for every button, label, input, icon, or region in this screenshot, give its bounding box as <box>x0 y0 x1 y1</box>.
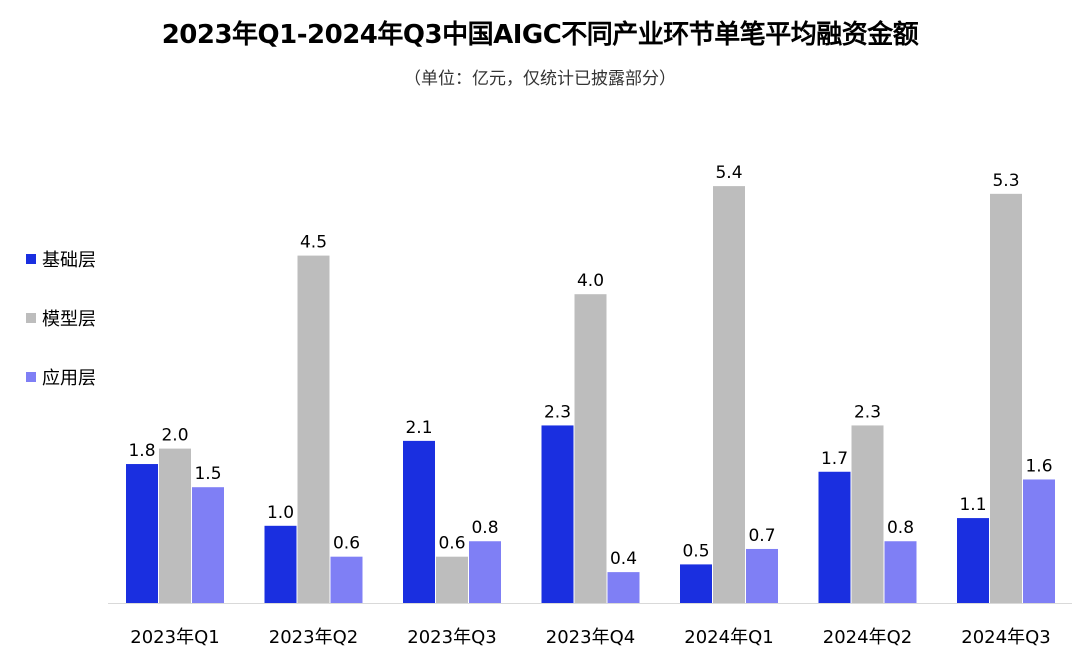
data-label-model-5: 2.3 <box>854 402 881 422</box>
x-tick-label-1: 2023年Q2 <box>269 627 358 648</box>
legend: 基础层 模型层 应用层 <box>26 244 96 421</box>
bar-app-2 <box>469 541 501 603</box>
data-label-model-1: 4.5 <box>300 233 327 253</box>
data-label-base-3: 2.3 <box>544 402 571 422</box>
bar-model-0 <box>159 448 191 603</box>
data-label-app-2: 0.8 <box>471 518 498 538</box>
bar-base-0 <box>126 464 158 603</box>
legend-label-model: 模型层 <box>42 309 96 330</box>
legend-label-base: 基础层 <box>42 250 96 271</box>
bar-app-5 <box>884 541 917 603</box>
data-label-app-5: 0.8 <box>887 518 914 538</box>
data-label-base-2: 2.1 <box>405 418 432 438</box>
bar-app-3 <box>607 572 640 603</box>
data-label-base-5: 1.7 <box>821 449 848 469</box>
bar-app-4 <box>746 548 778 603</box>
legend-item-base: 基础层 <box>26 244 96 274</box>
data-label-app-6: 1.6 <box>1025 456 1052 476</box>
x-tick-label-4: 2024年Q1 <box>684 627 773 648</box>
x-tick-label-0: 2023年Q1 <box>130 627 219 648</box>
legend-swatch-app <box>26 372 36 382</box>
bar-base-1 <box>264 525 297 603</box>
data-label-base-1: 1.0 <box>267 503 294 523</box>
bar-base-2 <box>403 440 435 603</box>
data-label-app-4: 0.7 <box>748 526 775 546</box>
x-tick-label-3: 2023年Q4 <box>546 627 635 648</box>
legend-swatch-model <box>26 313 36 323</box>
bar-base-5 <box>818 471 851 603</box>
data-label-model-6: 5.3 <box>992 171 1019 191</box>
x-tick-label-6: 2024年Q3 <box>961 627 1050 648</box>
bar-model-1 <box>297 255 330 603</box>
legend-label-app: 应用层 <box>42 368 96 389</box>
bar-base-3 <box>541 425 574 603</box>
data-label-model-0: 2.0 <box>161 426 188 446</box>
data-label-model-4: 5.4 <box>715 163 742 183</box>
data-label-model-2: 0.6 <box>438 534 465 554</box>
data-label-app-0: 1.5 <box>194 464 221 484</box>
bar-model-3 <box>574 294 607 603</box>
legend-swatch-base <box>26 254 36 264</box>
bar-model-2 <box>436 556 468 603</box>
bar-model-6 <box>990 193 1022 603</box>
data-label-base-0: 1.8 <box>128 441 155 461</box>
bar-base-4 <box>680 564 712 603</box>
legend-item-model: 模型层 <box>26 303 96 333</box>
chart-title: 2023年Q1-2024年Q3中国AIGC不同产业环节单笔平均融资金额 <box>161 20 919 50</box>
x-tick-label-5: 2024年Q2 <box>823 627 912 648</box>
data-label-app-1: 0.6 <box>333 534 360 554</box>
legend-item-app: 应用层 <box>26 362 96 392</box>
data-label-base-4: 0.5 <box>682 541 709 561</box>
bar-base-6 <box>957 518 989 603</box>
chart-subtitle: （单位：亿元，仅统计已披露部分） <box>404 69 676 89</box>
data-label-app-3: 0.4 <box>610 549 637 569</box>
data-label-base-6: 1.1 <box>959 495 986 515</box>
bar-app-1 <box>330 556 363 603</box>
bar-model-5 <box>851 425 884 603</box>
bar-app-0 <box>192 487 224 603</box>
bar-model-4 <box>713 186 745 603</box>
bar-app-6 <box>1023 479 1055 603</box>
x-tick-label-2: 2023年Q3 <box>407 627 496 648</box>
data-label-model-3: 4.0 <box>577 271 604 291</box>
